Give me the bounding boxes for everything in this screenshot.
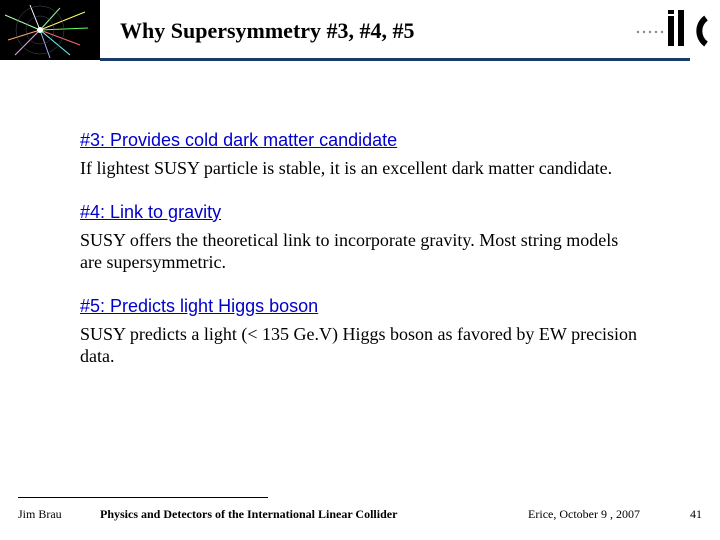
section-body: SUSY predicts a light (< 135 Ge.V) Higgs… [80,323,640,368]
footer-divider [18,497,268,498]
section-heading: #3: Provides cold dark matter candidate [80,130,397,151]
slide-header: Why Supersymmetry #3, #4, #5 [0,0,720,68]
section-4: #4: Link to gravity SUSY offers the theo… [80,202,640,274]
header-divider [100,58,690,61]
section-heading: #5: Predicts light Higgs boson [80,296,318,317]
section-3: #3: Provides cold dark matter candidate … [80,130,640,180]
footer-venue: Erice, October 9 , 2007 [528,507,640,522]
slide-content: #3: Provides cold dark matter candidate … [80,130,640,390]
slide-title: Why Supersymmetry #3, #4, #5 [120,18,415,44]
section-5: #5: Predicts light Higgs boson SUSY pred… [80,296,640,368]
footer-author: Jim Brau [18,507,62,522]
footer-title: Physics and Detectors of the Internation… [100,507,397,522]
event-display-icon [0,0,100,60]
section-heading: #4: Link to gravity [80,202,221,223]
section-body: If lightest SUSY particle is stable, it … [80,157,640,180]
ilc-logo-icon [630,10,710,52]
section-body: SUSY offers the theoretical link to inco… [80,229,640,274]
page-number: 41 [690,507,702,522]
